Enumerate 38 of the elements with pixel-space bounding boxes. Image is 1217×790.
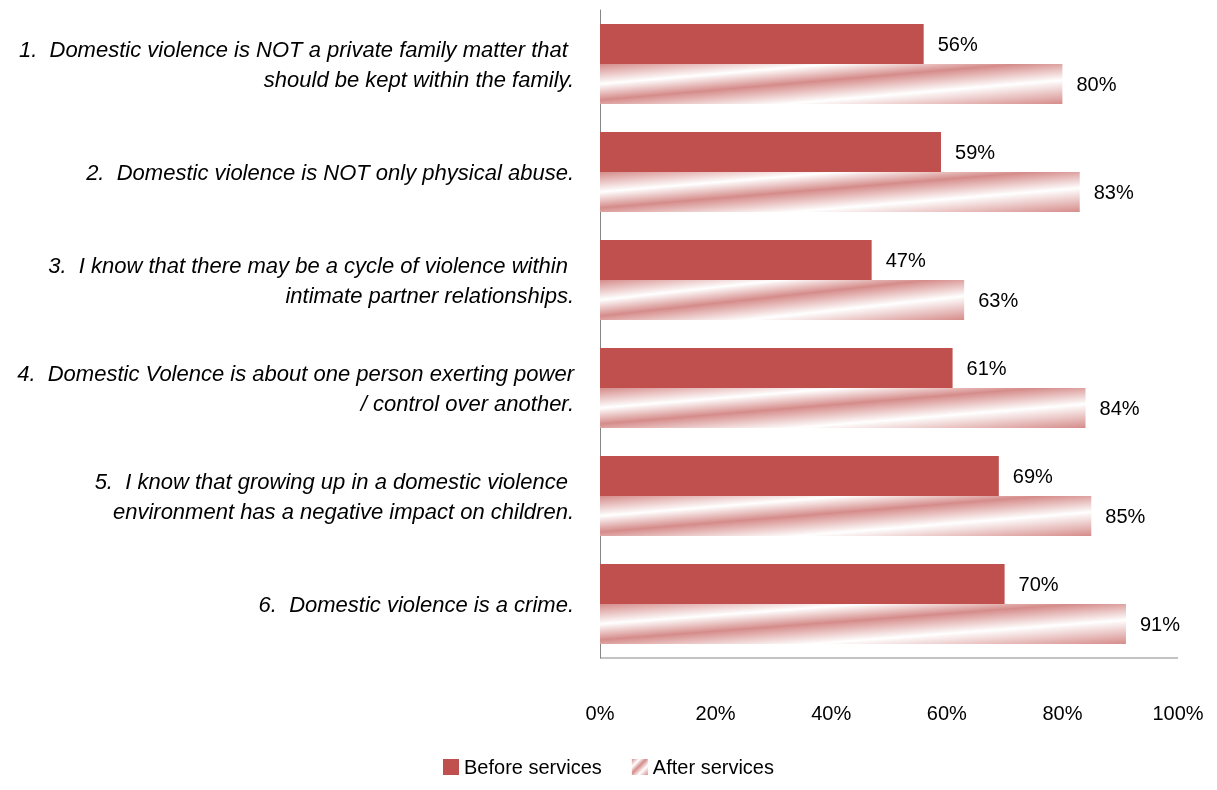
y-tick-label: 6. Domestic violence is a crime. — [258, 591, 574, 617]
data-label: 85% — [1105, 505, 1146, 527]
legend-label: After services — [652, 756, 774, 778]
bar — [600, 240, 872, 280]
bar — [600, 604, 1126, 644]
x-tick-label: 40% — [811, 702, 852, 724]
y-tick-label: 2. Domestic violence is NOT only physical abuse. — [85, 159, 574, 185]
bar — [600, 172, 1080, 212]
data-label: 63% — [978, 289, 1019, 311]
x-tick-label: 0% — [585, 702, 615, 724]
x-tick-label: 100% — [1152, 702, 1204, 724]
bar — [600, 348, 953, 388]
data-label: 83% — [1093, 181, 1134, 203]
bar — [600, 496, 1092, 536]
data-label: 84% — [1099, 397, 1140, 419]
data-label: 91% — [1139, 613, 1181, 635]
bar — [600, 132, 942, 172]
data-label: 80% — [1076, 73, 1117, 95]
y-tick-label: 1. Domestic violence is NOT a private family matter that should be kept within the family. — [18, 36, 574, 92]
bar — [600, 456, 999, 496]
data-label: 61% — [966, 357, 1007, 379]
data-label: 70% — [1018, 573, 1059, 595]
y-tick-label: 3. I know that there may be a cycle of violence within intimate partner relationships. — [48, 252, 574, 308]
bar — [600, 388, 1086, 428]
data-label: 69% — [1012, 465, 1054, 487]
x-tick-label: 60% — [926, 702, 968, 724]
data-label: 59% — [955, 141, 996, 163]
legend-label: Before services — [464, 756, 602, 778]
x-tick-label: 20% — [695, 702, 736, 724]
y-tick-label: 4. Domestic Volence is about one person exerting power / control over another. — [17, 360, 576, 416]
y-tick-label: 5. I know that growing up in a domestic violence environment has a negative impact on children. — [94, 468, 574, 524]
data-label: 47% — [885, 249, 926, 271]
bar — [600, 280, 965, 320]
bar — [600, 64, 1063, 104]
data-label: 56% — [937, 33, 978, 55]
bar — [600, 564, 1005, 604]
bar — [600, 24, 924, 64]
x-tick-label: 80% — [1042, 702, 1083, 724]
